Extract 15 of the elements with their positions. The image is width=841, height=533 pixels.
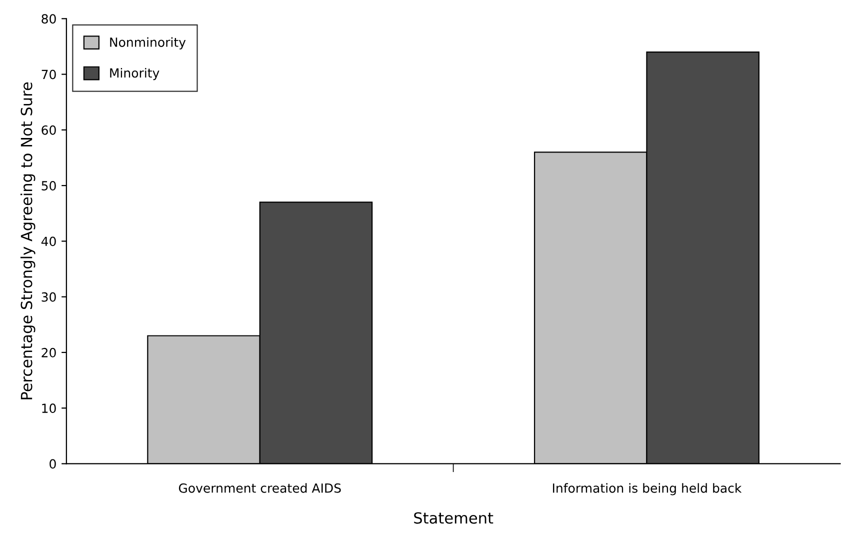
y-tick-label: 20	[42, 348, 56, 358]
y-axis-title: Percentage Strongly Agreeing to Not Sure	[20, 82, 36, 400]
legend-label: Nonminority	[110, 37, 186, 50]
y-tick-label: 50	[42, 181, 56, 190]
legend-label: Minority	[110, 68, 160, 80]
y-tick-label: 10	[42, 404, 56, 414]
y-tick-label: 70	[42, 70, 56, 80]
y-tick-label: 40	[41, 236, 56, 246]
y-tick-label: 0	[50, 459, 56, 469]
x-axis-title: Statement	[414, 512, 494, 524]
y-tick-label: 80	[42, 14, 56, 24]
y-tick-label: 60	[42, 125, 56, 135]
x-tick-label: Information is being held back	[552, 483, 742, 496]
y-tick-label: 30	[42, 292, 56, 302]
x-tick-label: Government created AIDS	[178, 483, 341, 493]
